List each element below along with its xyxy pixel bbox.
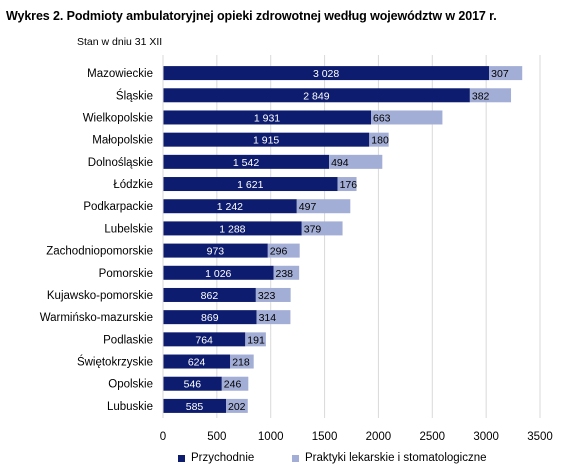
x-tick-label: 1000: [258, 431, 284, 443]
data-label-praktyki: 323: [258, 290, 276, 302]
category-label: Dolnośląskie: [88, 157, 153, 169]
legend-item-przychodnie: Przychodnie: [178, 452, 254, 464]
legend: Przychodnie Praktyki lekarskie i stomato…: [0, 452, 572, 472]
bar-przychodnie: [163, 199, 297, 214]
category-label: Opolskie: [108, 379, 153, 391]
category-label: Warmińsko-mazurskie: [40, 312, 153, 324]
bar-praktyki: [267, 243, 300, 258]
category-label: Świętokrzyskie: [77, 356, 153, 369]
data-label-przychodnie: 3 028: [313, 68, 339, 80]
data-label-praktyki: 382: [472, 90, 490, 102]
data-label-praktyki: 497: [299, 201, 317, 213]
x-tick-label: 500: [207, 431, 226, 443]
data-label-przychodnie: 1 915: [253, 135, 279, 147]
bar-praktyki: [296, 199, 351, 214]
category-label: Lubelskie: [104, 223, 153, 235]
bar-przychodnie: [163, 287, 256, 302]
data-label-praktyki: 307: [491, 68, 509, 80]
bar-przychodnie: [163, 66, 490, 81]
chart-title: Wykres 2. Podmioty ambulatoryjnej opieki…: [6, 9, 497, 23]
category-label: Kujawsko-pomorskie: [47, 290, 153, 302]
x-tick-label: 3000: [473, 431, 499, 443]
category-label: Łódzkie: [113, 179, 153, 191]
data-label-przychodnie: 869: [201, 312, 219, 324]
data-label-przychodnie: 1 288: [219, 223, 245, 235]
bar-przychodnie: [163, 110, 371, 125]
data-label-przychodnie: 624: [188, 357, 206, 369]
bar-chart: 0 500 1000 1500 2000 2500 3000 3500 Mazowieckie 3…: [40, 55, 553, 443]
data-label-przychodnie: 1 242: [217, 201, 243, 213]
category-label: Podlaskie: [103, 334, 153, 346]
x-tick-label: 0: [160, 431, 166, 443]
data-label-praktyki: 379: [304, 223, 322, 235]
data-label-przychodnie: 862: [201, 290, 219, 302]
data-label-przychodnie: 1 542: [233, 157, 259, 169]
bar-przychodnie: [163, 332, 246, 347]
data-label-praktyki: 202: [228, 401, 246, 413]
data-label-przychodnie: 764: [195, 334, 213, 346]
bar-praktyki: [489, 66, 523, 81]
legend-label-przychodnie: Przychodnie: [191, 452, 255, 464]
legend-item-praktyki: Praktyki lekarskie i stomatologiczne: [292, 452, 487, 464]
bar-przychodnie: [163, 221, 302, 236]
bar-praktyki: [337, 177, 357, 192]
data-label-praktyki: 180: [371, 135, 389, 147]
bar-przychodnie: [163, 243, 268, 258]
bar-przychodnie: [163, 177, 338, 192]
data-label-praktyki: 494: [331, 157, 349, 169]
bar-praktyki: [230, 354, 254, 369]
x-tick-label: 2500: [419, 431, 445, 443]
legend-label-praktyki: Praktyki lekarskie i stomatologiczne: [305, 452, 487, 464]
legend-swatch-praktyki: [292, 454, 299, 462]
data-label-przychodnie: 1 621: [237, 179, 263, 191]
bar-przychodnie: [163, 398, 227, 413]
chart-subtitle: Stan w dniu 31 XII: [77, 36, 163, 48]
category-label: Lubuskie: [107, 401, 153, 413]
bar-przychodnie: [163, 354, 231, 369]
data-label-przychodnie: 546: [184, 379, 202, 391]
bar-praktyki: [370, 110, 443, 125]
data-label-przychodnie: 1 026: [205, 268, 231, 280]
category-label: Pomorskie: [99, 268, 153, 280]
category-label: Podkarpackie: [83, 201, 153, 213]
bar-przychodnie: [163, 376, 222, 391]
legend-swatch-przychodnie: [178, 454, 185, 462]
data-label-praktyki: 191: [247, 334, 265, 346]
bar-przychodnie: [163, 88, 470, 103]
data-label-praktyki: 314: [259, 312, 277, 324]
bar-praktyki: [256, 310, 291, 325]
bar-praktyki: [469, 88, 512, 103]
data-label-praktyki: 296: [270, 246, 288, 258]
bar-praktyki: [221, 376, 249, 391]
bar-przychodnie: [163, 132, 370, 147]
data-label-praktyki: 246: [224, 379, 242, 391]
data-label-przychodnie: 585: [186, 401, 204, 413]
data-label-przychodnie: 2 849: [303, 90, 329, 102]
bar-praktyki: [255, 287, 291, 302]
data-label-praktyki: 663: [373, 112, 391, 124]
bar-praktyki: [273, 265, 300, 280]
category-label: Śląskie: [116, 89, 153, 102]
bar-przychodnie: [163, 265, 274, 280]
bar-przychodnie: [163, 310, 257, 325]
category-label: Mazowieckie: [87, 68, 153, 80]
bar-praktyki: [329, 154, 383, 169]
category-label: Zachodniopomorskie: [46, 246, 153, 258]
data-label-praktyki: 238: [276, 268, 294, 280]
data-label-praktyki: 176: [340, 179, 358, 191]
bar-praktyki: [301, 221, 343, 236]
x-tick-label: 2000: [366, 431, 392, 443]
data-label-przychodnie: 1 931: [254, 112, 280, 124]
bar-przychodnie: [163, 154, 330, 169]
data-label-przychodnie: 973: [207, 246, 225, 258]
x-tick-label: 3500: [527, 431, 553, 443]
category-label: Małopolskie: [92, 135, 153, 147]
bar-praktyki: [369, 132, 389, 147]
x-tick-label: 1500: [312, 431, 338, 443]
bar-praktyki: [226, 398, 248, 413]
bar-praktyki: [245, 332, 266, 347]
data-label-praktyki: 218: [232, 357, 250, 369]
category-label: Wielkopolskie: [83, 112, 153, 124]
